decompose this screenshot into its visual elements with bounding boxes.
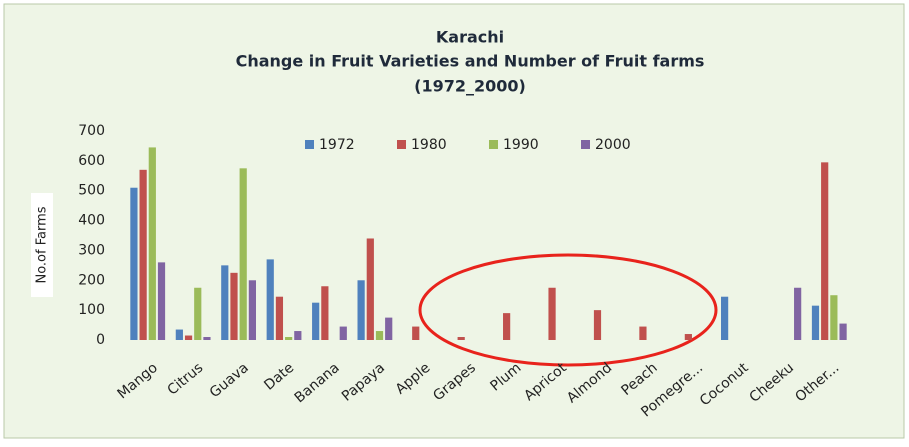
bar — [139, 169, 147, 340]
legend-label: 2000 — [595, 137, 631, 153]
bar — [321, 286, 329, 340]
bar — [294, 331, 302, 340]
bar — [366, 238, 374, 340]
y-tick-label: 0 — [96, 332, 105, 348]
chart-title: Karachi — [436, 28, 504, 47]
y-label-box — [31, 193, 53, 297]
y-tick-label: 500 — [78, 183, 105, 199]
chart-title: (1972_2000) — [414, 77, 526, 96]
bar — [357, 280, 365, 340]
highlight-ellipse — [418, 253, 718, 367]
y-tick-label: 400 — [78, 213, 105, 229]
bar — [221, 265, 229, 340]
y-tick-label: 600 — [78, 153, 105, 169]
legend-label: 1980 — [411, 137, 447, 153]
legend-label: 1990 — [503, 137, 539, 153]
y-tick-label: 200 — [78, 272, 105, 288]
bar — [457, 337, 465, 340]
bar — [248, 280, 256, 340]
bar — [312, 302, 320, 340]
chart-title: Change in Fruit Varieties and Number of … — [236, 52, 705, 71]
bar — [412, 326, 420, 340]
y-tick-label: 700 — [78, 123, 105, 139]
bar — [821, 162, 829, 340]
bar — [230, 272, 238, 340]
legend-label: 1972 — [319, 137, 355, 153]
bar — [839, 323, 847, 340]
bar — [375, 331, 384, 340]
bar — [339, 326, 347, 340]
bar — [239, 168, 247, 340]
bar — [175, 329, 183, 340]
y-axis-label: No.of Farms — [35, 206, 50, 283]
legend-swatch — [581, 140, 590, 149]
bar — [639, 326, 647, 340]
bar — [285, 337, 293, 340]
bar — [275, 296, 284, 340]
bar — [503, 313, 511, 340]
y-tick-label: 300 — [78, 242, 105, 258]
bar — [811, 305, 820, 340]
bar — [203, 337, 211, 340]
legend-swatch — [489, 140, 498, 149]
y-tick-label: 100 — [78, 302, 105, 318]
y-label-group: No.of Farms — [31, 193, 53, 297]
bar — [830, 295, 838, 340]
bar — [157, 262, 166, 340]
bar — [184, 335, 193, 340]
legend-swatch — [397, 140, 406, 149]
bar — [548, 287, 556, 340]
bar — [684, 334, 692, 340]
bar — [794, 287, 802, 340]
bar — [194, 287, 202, 340]
bar — [593, 310, 602, 340]
bar — [130, 187, 138, 340]
bar — [721, 296, 729, 340]
bar — [148, 147, 156, 340]
bar — [385, 317, 393, 340]
legend-swatch — [305, 140, 314, 149]
bar — [266, 259, 274, 340]
